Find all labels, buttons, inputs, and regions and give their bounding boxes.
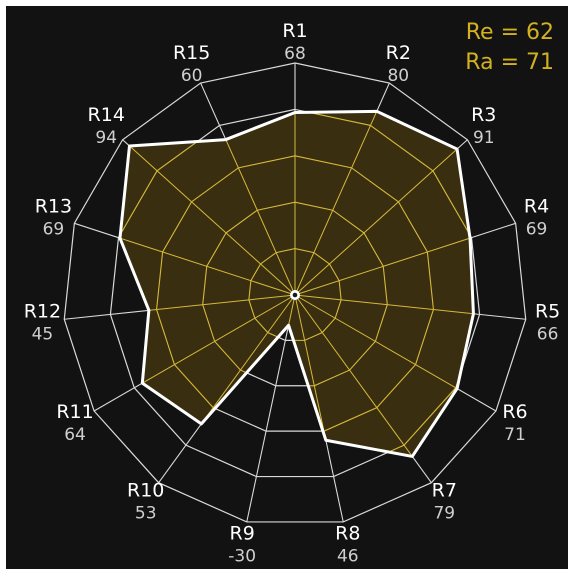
value-label-r9: -30 — [228, 546, 256, 566]
axis-label-r9: R9 — [230, 522, 255, 544]
axis-label-r3: R3 — [471, 104, 496, 126]
axis-label-r11: R11 — [56, 401, 93, 423]
axis-label-r14: R14 — [88, 104, 125, 126]
axis-label-r5: R5 — [535, 301, 560, 323]
axis-label-r13: R13 — [35, 196, 72, 218]
inner-spoke-r13 — [119, 222, 296, 296]
value-label-r14: 94 — [95, 128, 117, 148]
axis-label-r8: R8 — [335, 522, 360, 544]
axis-label-r6: R6 — [502, 401, 527, 423]
series-outline — [118, 109, 475, 458]
axis-label-r12: R12 — [24, 301, 61, 323]
value-label-r6: 71 — [504, 425, 526, 445]
value-label-r2: 80 — [387, 66, 409, 86]
summary-stats: Re = 62 Ra = 71 — [465, 18, 554, 78]
axis-label-r1: R1 — [282, 20, 307, 42]
spoke-r9 — [246, 294, 296, 523]
inner-ring-4 — [119, 111, 474, 457]
value-label-r11: 64 — [64, 425, 86, 445]
inner-spoke-r7 — [294, 294, 432, 457]
value-label-r5: 66 — [537, 325, 559, 345]
value-label-r3: 91 — [473, 128, 495, 148]
grid-ring-5 — [63, 62, 527, 523]
chart-panel: R1 68 R2 80 R3 91 R4 69 R5 66 R6 71 R7 79 R8 46 R9 -30 R10… — [6, 6, 568, 569]
inner-spoke-r12 — [119, 294, 296, 320]
center-dot-inner — [292, 292, 298, 298]
value-label-r1: 68 — [284, 44, 306, 64]
ra-value: Ra = 71 — [465, 50, 554, 75]
axis-label-r7: R7 — [432, 479, 457, 501]
value-label-r10: 53 — [135, 503, 157, 523]
value-label-r7: 79 — [433, 503, 455, 523]
re-value: Re = 62 — [465, 20, 554, 45]
series-area — [119, 111, 474, 457]
value-label-r4: 69 — [526, 220, 548, 240]
axis-label-r4: R4 — [524, 196, 549, 218]
inner-spoke-r5 — [294, 294, 474, 320]
value-label-r8: 46 — [337, 546, 359, 566]
value-label-r12: 45 — [32, 325, 54, 345]
axis-label-r15: R15 — [173, 42, 210, 64]
inner-spoke-r8 — [294, 294, 344, 457]
inner-spoke-r2 — [294, 111, 390, 296]
inner-spoke-r3 — [294, 139, 468, 296]
inner-spoke-r4 — [294, 222, 474, 296]
value-label-r13: 69 — [43, 220, 65, 240]
axis-label-r2: R2 — [386, 42, 411, 64]
axis-label-r10: R10 — [127, 479, 164, 501]
value-label-r15: 60 — [181, 66, 203, 86]
inner-spoke-r14 — [122, 139, 296, 296]
